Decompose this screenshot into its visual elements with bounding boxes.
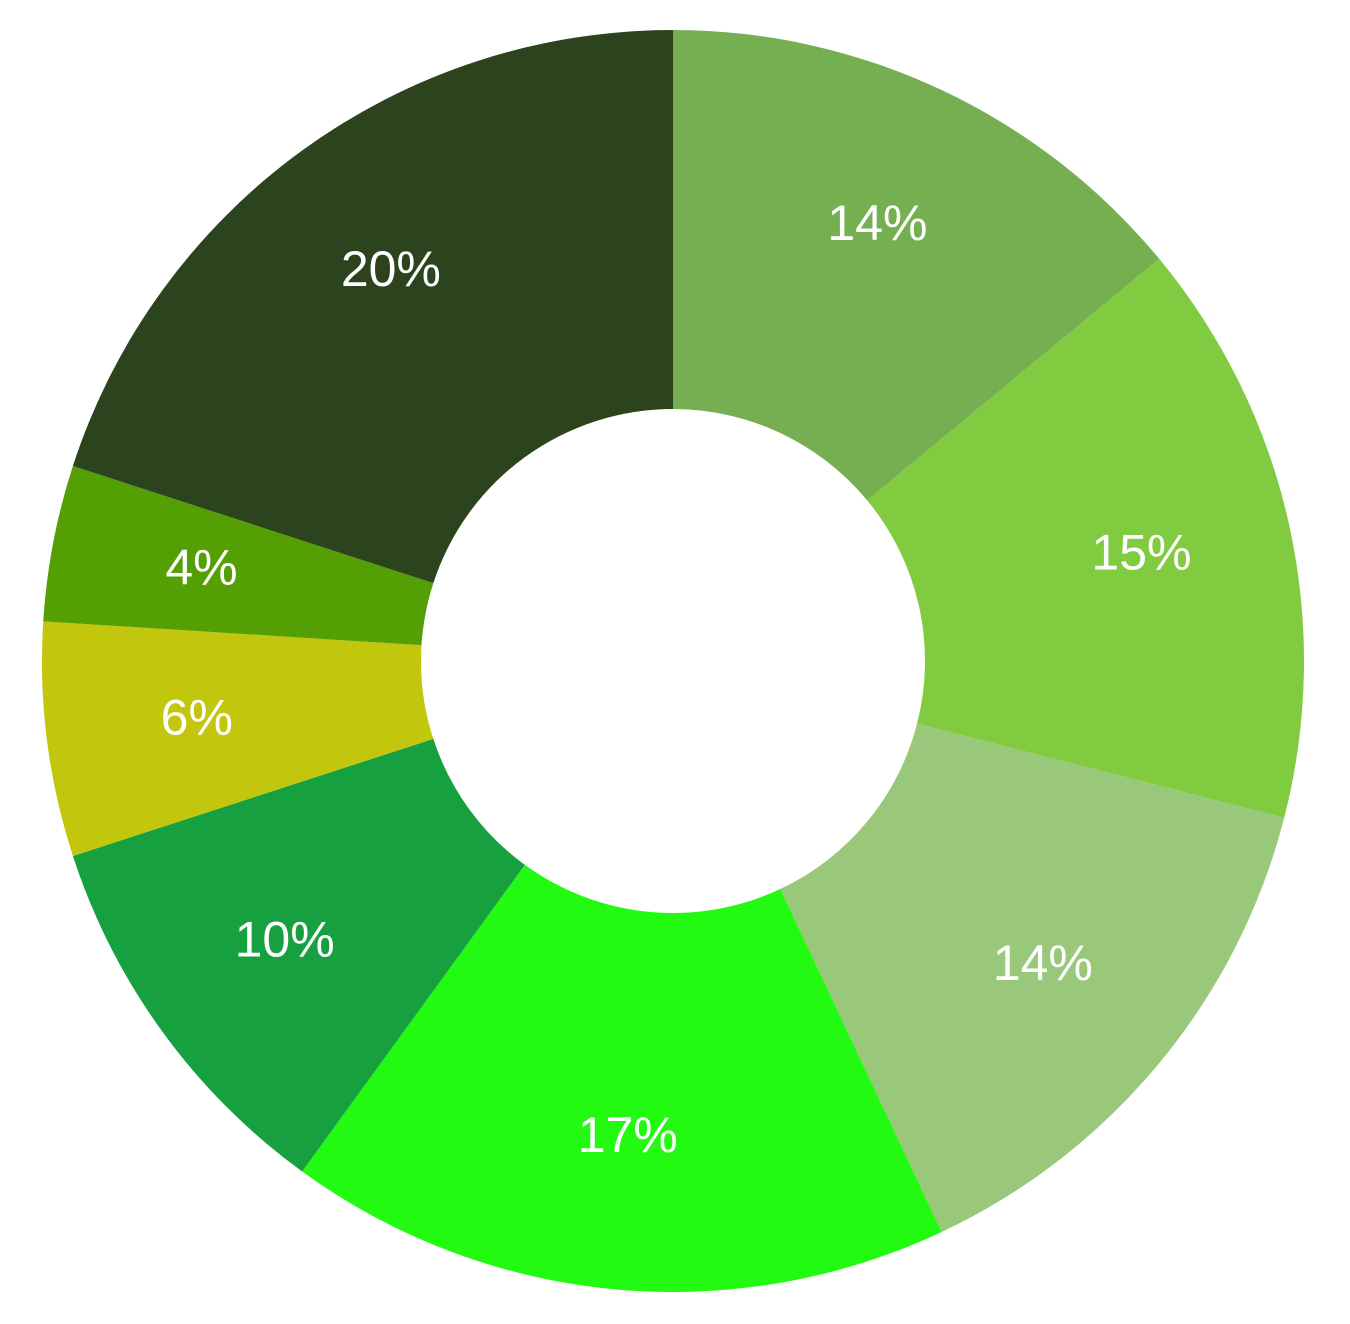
slice-label-7: 4% xyxy=(165,539,237,595)
donut-slice-1 xyxy=(673,30,1160,501)
donut-slice-6 xyxy=(41,621,434,856)
slice-label-1: 14% xyxy=(827,195,927,251)
donut-slice-3 xyxy=(780,723,1285,1232)
slice-label-8: 20% xyxy=(341,241,441,297)
donut-slice-4 xyxy=(302,864,942,1293)
donut-slice-5 xyxy=(72,738,525,1172)
slice-label-2: 15% xyxy=(1091,524,1191,580)
labels-layer: 14% 15% 14% 17% 10% 6% 4% 20% xyxy=(161,195,1192,1163)
slice-label-6: 6% xyxy=(161,689,233,745)
donut-slice-2 xyxy=(867,258,1304,818)
slice-label-5: 10% xyxy=(235,911,335,967)
donut-slice-7 xyxy=(43,466,434,646)
slice-label-3: 14% xyxy=(993,935,1093,991)
slice-label-4: 17% xyxy=(578,1107,678,1163)
donut-slice-8 xyxy=(72,30,673,584)
slices-layer xyxy=(41,30,1304,1293)
